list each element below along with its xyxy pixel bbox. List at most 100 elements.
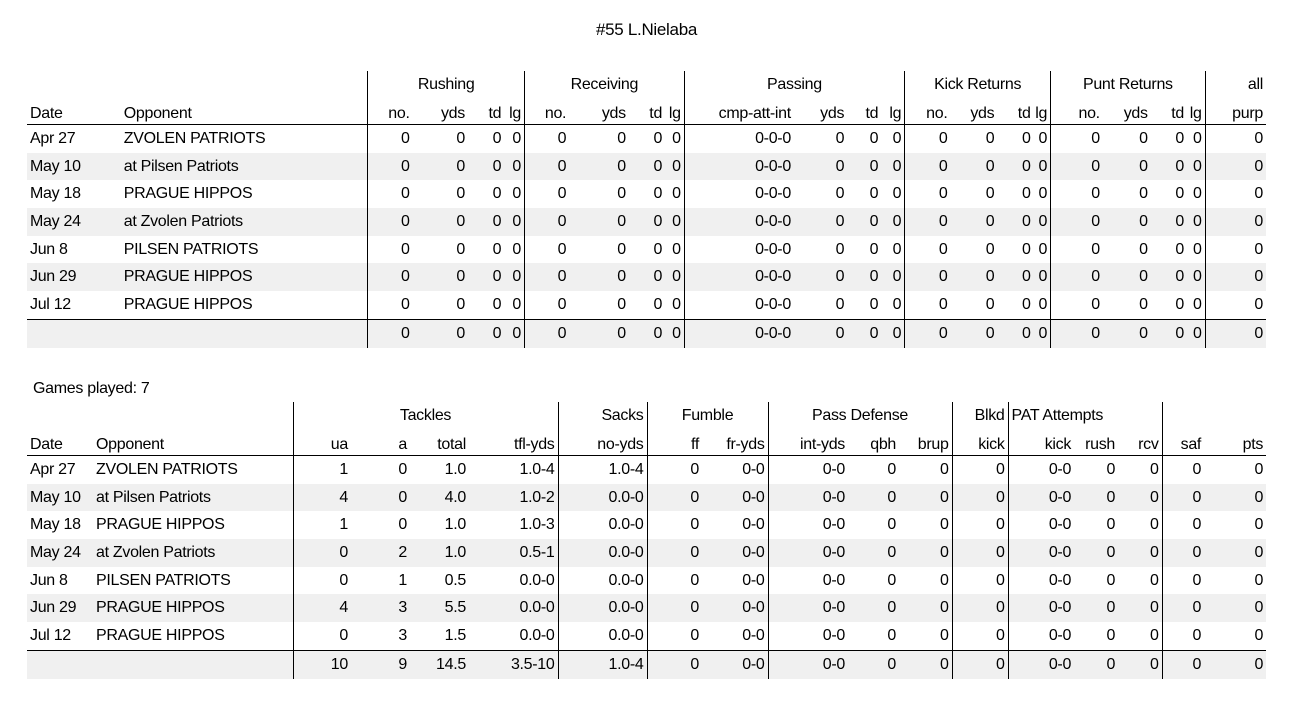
opponent-name: PRAGUE HIPPOS [93,594,294,623]
stat-cell: 0 [557,295,567,313]
stat-cell: 0 [524,152,570,181]
stat-cell: 0 [628,152,666,181]
stat-cell: 0 [1186,152,1206,181]
column-header: lg [1033,99,1052,125]
stat-cell: 0-0 [702,594,769,623]
total-cell: 3.5-10 [469,649,559,679]
stat-cell: 0-0 [768,539,849,567]
stat-cell: 0 [881,235,906,264]
games-played: Games played: 7 [33,380,150,397]
page-title: #55 L.Nielaba [595,20,697,39]
stat-cell: 0 [628,263,666,292]
stat-cell: 0 [1118,455,1163,484]
stat-cell: 0 [1204,483,1267,512]
stat-cell: 0 [647,594,703,623]
column-header: purp [1205,99,1266,125]
group-all: all [1247,76,1263,93]
total-cell: 0 [628,318,666,348]
stat-cell: 0 [339,626,348,644]
stat-cell: 0 [1254,240,1263,258]
stat-cell: 0 [690,516,700,534]
column-header: td [847,99,882,125]
column-header: yds [1102,99,1151,125]
total-cell: 1.0-4 [558,649,648,679]
stat-cell: 0 [690,571,700,589]
stat-cell: 0 [899,539,953,567]
stat-cell: 0 [1050,208,1103,236]
stat-cell: 0 [881,152,906,181]
stat-cell: 0 [367,208,413,236]
stat-cell: 0-0-0 [755,240,791,258]
stat-cell: 0 [1118,511,1163,540]
column-header: total [410,430,469,456]
stat-cell: 0 [1033,124,1052,153]
group-fumble: Fumble [647,402,769,430]
stat-cell: 0.0-0 [558,539,648,567]
stat-cell: 0 [398,516,407,534]
blank-cell [1162,402,1266,430]
stat-cell: 0-0-0 [755,129,791,147]
stat-cell: 0 [1118,622,1163,651]
stat-cell: 0 [1102,152,1151,181]
stat-cell: 0-0 [702,539,769,567]
stat-cell: 0 [628,208,666,236]
stat-cell: 0 [1162,594,1205,623]
defense-stats-table: Tackles Sacks Fumble Pass Defense Blkd P… [27,402,1267,679]
stat-cell: 1 [339,516,348,534]
stat-cell: 0 [665,291,685,320]
column-header: td [628,99,666,125]
total-cell: 0 [647,649,703,679]
column-header: no. [1050,99,1103,125]
group-punt-returns: Punt Returns [1050,71,1206,99]
stat-cell: 0 [881,208,906,236]
stat-cell: 0.5-1 [469,539,559,567]
total-cell: 0-0 [768,649,849,679]
total-cell: 0 [1118,649,1163,679]
stat-cell: 4 [293,594,351,623]
total-cell: 0-0 [702,649,769,679]
column-header: kick [1008,430,1075,456]
column-header: ff [647,430,703,456]
stat-cell: 0-0 [702,622,769,651]
stat-cell: 0 [1102,263,1151,292]
stat-cell: 0-0 [702,483,769,512]
total-cell: 0 [1205,318,1266,348]
stat-cell: 0 [881,291,906,320]
stat-cell: 0 [400,240,410,258]
column-header: fr-yds [702,430,769,456]
game-date: Apr 27 [30,129,76,147]
stat-cell: 0 [524,208,570,236]
total-cell: 0 [1186,318,1206,348]
stat-cell: 0 [1091,295,1100,313]
stat-cell: 0 [504,235,525,264]
total-cell: 0 [847,318,882,348]
stat-cell: 0.0-0 [558,511,648,540]
group-pat-attempts: PAT Attempts [1008,402,1163,430]
stat-cell: 0.0-0 [558,566,648,595]
offense-column-header-row: Date Opponent no. yds td lg no. yds td lg cmp-att-… [27,99,1266,125]
stat-cell: 0 [456,185,465,203]
stat-cell: 0 [665,263,685,292]
stat-cell: 0 [952,566,1009,595]
stat-cell: 0 [881,263,906,292]
stat-cell: 0 [1204,539,1267,567]
total-cell: 0 [665,318,685,348]
stat-cell: 0 [1254,571,1264,589]
stat-cell: 0 [1091,240,1100,258]
column-header: no. [524,99,570,125]
stat-cell: 3 [398,626,407,644]
stat-cell: 0 [665,235,685,264]
total-cell: 0 [904,318,951,348]
column-header: no. [904,99,951,125]
column-header: yds [569,99,629,125]
stat-cell: 0 [467,263,505,292]
stat-cell: 0 [881,180,906,209]
stat-cell: 0 [835,295,845,313]
game-date: May 10 [27,152,121,181]
stat-cell: 0 [456,129,465,147]
stat-cell: 0 [887,460,897,478]
stat-cell: 0 [467,208,505,236]
total-cell: 0 [950,318,998,348]
stat-cell: 0 [1106,571,1116,589]
total-cell: 10 [293,649,351,679]
